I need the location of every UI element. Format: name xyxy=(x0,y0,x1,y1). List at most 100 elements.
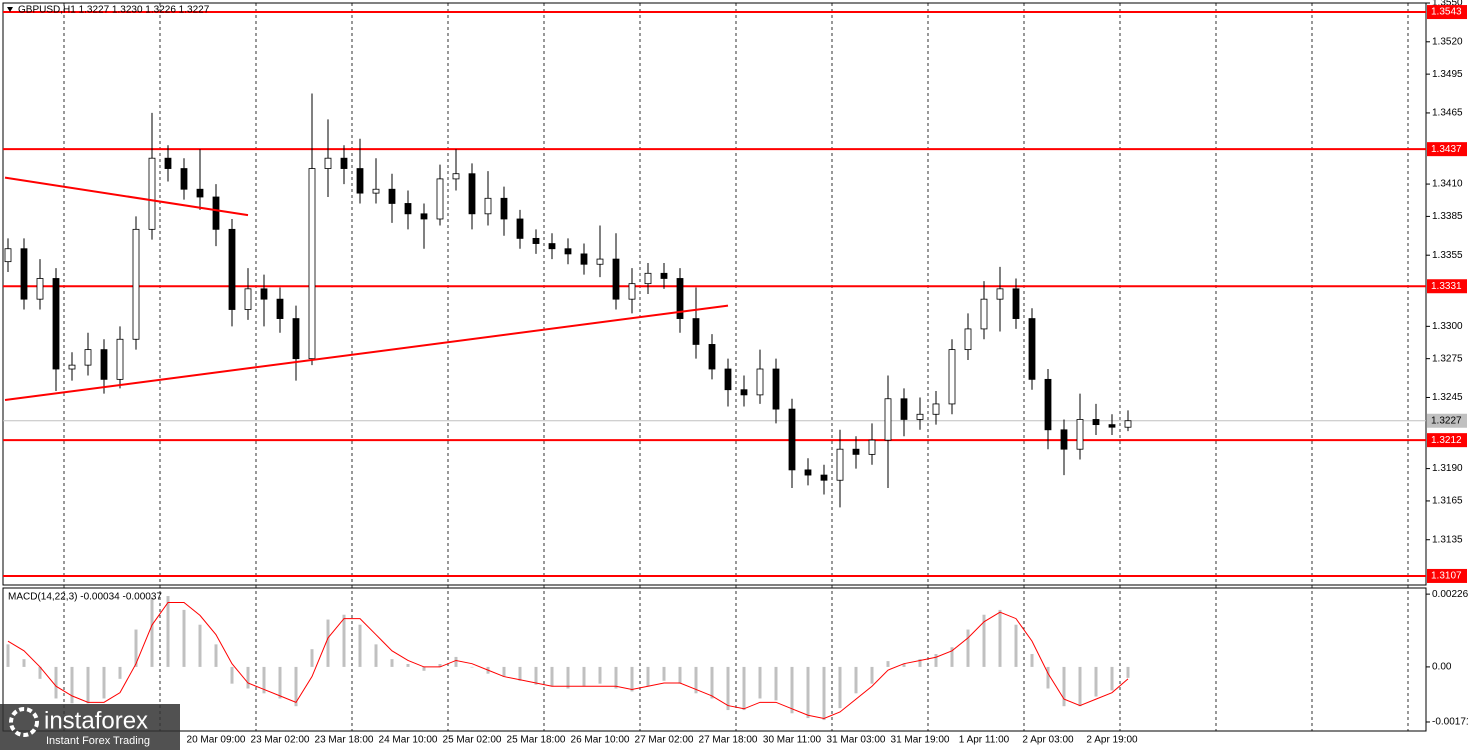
x-tick-label: 26 Mar 10:00 xyxy=(571,735,630,746)
candle-body xyxy=(164,157,172,169)
macd-bar xyxy=(294,666,298,707)
x-tick-label: 20 Mar 09:00 xyxy=(187,735,246,746)
candle-body xyxy=(980,298,988,330)
macd-bar xyxy=(230,666,234,684)
macd-bar xyxy=(86,666,90,704)
x-tick-label: 30 Mar 11:00 xyxy=(763,735,822,746)
macd-bar xyxy=(502,666,506,677)
candle-body xyxy=(884,398,892,441)
x-tick-label: 1 Apr 11:00 xyxy=(959,735,1010,746)
candle-body xyxy=(436,178,444,220)
x-tick-label: 23 Mar 02:00 xyxy=(251,735,310,746)
macd-bar xyxy=(1110,666,1114,691)
macd-bar xyxy=(262,666,266,694)
macd-bar xyxy=(22,659,26,667)
candle-body xyxy=(1012,288,1020,319)
candle-body xyxy=(292,318,300,360)
candle-body xyxy=(948,349,956,405)
macd-bar xyxy=(566,666,570,689)
macd-bar xyxy=(902,664,906,667)
candle-body xyxy=(4,248,12,263)
x-tick-label: 25 Mar 02:00 xyxy=(443,735,502,746)
macd-bar xyxy=(406,664,410,667)
macd-bar xyxy=(1126,666,1130,678)
macd-bar xyxy=(950,647,954,667)
current-price-label: 1.3227 xyxy=(1431,415,1462,426)
candle-body xyxy=(868,439,876,455)
x-tick-label: 2 Apr 03:00 xyxy=(1022,735,1074,746)
macd-bar xyxy=(1094,666,1098,697)
candle-body xyxy=(308,168,316,360)
level-label: 1.3543 xyxy=(1431,7,1462,18)
level-label-bg xyxy=(1427,433,1467,448)
candle-body xyxy=(1060,429,1068,450)
candle-body xyxy=(68,364,76,370)
plot: 1.3550 1.3520 1.3495 1.3465 1.3410 1.3385 1.33… xyxy=(3,0,1468,746)
macd-bar xyxy=(982,614,986,667)
watermark-brand: instaforex xyxy=(44,707,148,734)
watermark-tagline: Instant Forex Trading xyxy=(46,735,150,747)
candle-body xyxy=(660,272,668,279)
y-tick-label: 1.3190 xyxy=(1432,463,1463,474)
macd-bar xyxy=(1062,666,1066,707)
candle-body xyxy=(340,157,348,169)
candle-body xyxy=(772,368,780,410)
candle-body xyxy=(420,213,428,220)
candle-body xyxy=(516,218,524,239)
y-tick-label: 1.3135 xyxy=(1432,534,1463,545)
candle-body xyxy=(1108,424,1116,428)
candle-body xyxy=(372,188,380,194)
candle-body xyxy=(932,403,940,415)
candle-body xyxy=(964,328,972,351)
x-tick-label: 31 Mar 19:00 xyxy=(891,735,950,746)
macd-bar xyxy=(662,666,666,681)
macd-bar xyxy=(886,661,890,667)
candle-body xyxy=(804,469,812,476)
macd-bar xyxy=(310,649,314,667)
x-tick-label: 27 Mar 02:00 xyxy=(635,735,694,746)
level-label: 1.3212 xyxy=(1431,435,1462,446)
y-tick-label: 1.3245 xyxy=(1432,392,1463,403)
watermark-logo xyxy=(9,707,39,737)
macd-bar xyxy=(790,666,794,714)
candle-body xyxy=(1028,318,1036,380)
level-label: 1.3107 xyxy=(1431,571,1462,582)
macd-bar xyxy=(582,666,586,687)
y-tick-label: 1.3465 xyxy=(1432,108,1463,119)
macd-bar xyxy=(870,666,874,684)
macd-bar xyxy=(678,666,682,684)
macd-bar xyxy=(454,656,458,667)
candle-body xyxy=(836,448,844,481)
candle-body xyxy=(452,173,460,180)
level-label-bg xyxy=(1427,279,1467,294)
candle-body xyxy=(612,258,620,300)
y-tick-label: 1.3275 xyxy=(1432,353,1463,364)
candle-body xyxy=(580,253,588,265)
macd-panel-frame xyxy=(2,587,1427,732)
y-tick-label: 0.00 xyxy=(1432,662,1452,673)
macd-bar xyxy=(710,666,714,699)
level-label-bg xyxy=(1427,5,1467,20)
candle-body xyxy=(404,203,412,215)
macd-bar xyxy=(54,666,58,699)
macd-bar xyxy=(758,666,762,699)
macd-bar xyxy=(726,666,730,711)
candle-body xyxy=(468,173,476,215)
y-tick-label: 1.3165 xyxy=(1432,496,1463,507)
macd-bar xyxy=(934,654,938,667)
level-label-bg xyxy=(1427,142,1467,157)
macd-bar xyxy=(326,619,330,667)
current-price-bg xyxy=(1427,413,1467,428)
y-tick-label: 0.00226 xyxy=(1432,589,1468,600)
macd-bar xyxy=(390,659,394,667)
level-label: 1.3437 xyxy=(1431,144,1462,155)
grid xyxy=(63,3,1409,731)
macd-bar xyxy=(38,666,42,679)
macd-bar xyxy=(774,666,778,701)
macd-bar xyxy=(342,614,346,667)
macd-bar xyxy=(278,666,282,699)
macd-bar xyxy=(102,666,106,699)
candle-body xyxy=(532,237,540,244)
candle-body xyxy=(500,197,508,220)
